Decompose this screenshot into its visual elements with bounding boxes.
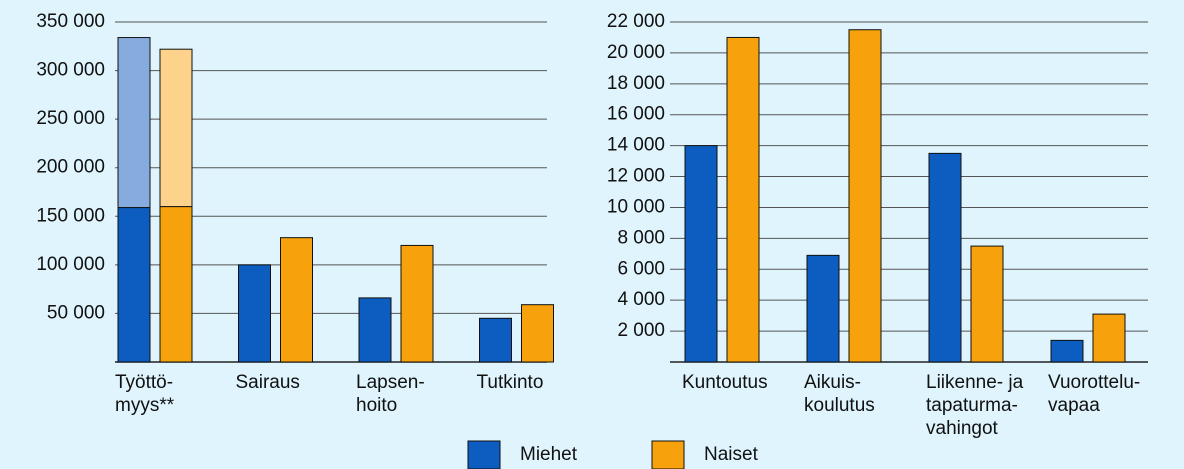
- y-tick-label: 300 000: [36, 60, 105, 81]
- y-tick-label: 200 000: [36, 157, 105, 178]
- y-tick-label: 16 000: [607, 104, 665, 125]
- x-tick-label: Lapsen-: [356, 372, 425, 393]
- x-tick-label: Työttö-: [115, 372, 173, 393]
- y-tick-label: 6 000: [617, 258, 665, 279]
- x-tick-label: Aikuis-: [804, 372, 861, 393]
- x-tick-label: Sairaus: [236, 372, 300, 393]
- y-tick-label: 12 000: [607, 166, 665, 187]
- x-tick-label: koulutus: [804, 395, 875, 416]
- bar: [726, 36, 760, 363]
- x-tick-label: Liikenne- ja: [926, 372, 1024, 393]
- y-tick-label: 20 000: [607, 42, 665, 63]
- y-tick-label: 4 000: [617, 289, 665, 310]
- bar: [848, 29, 882, 363]
- bar-stack: [159, 48, 193, 208]
- x-tick-label: myys**: [115, 395, 175, 416]
- bar: [970, 245, 1004, 363]
- bar: [684, 145, 718, 363]
- bar: [117, 207, 151, 363]
- x-tick-label: tapaturma-: [926, 395, 1018, 416]
- y-tick-label: 250 000: [36, 108, 105, 129]
- bar: [1092, 313, 1126, 363]
- bar: [238, 264, 271, 363]
- bar: [521, 304, 554, 363]
- y-tick-label: 10 000: [607, 196, 665, 217]
- y-tick-label: 100 000: [36, 254, 105, 275]
- bar: [806, 254, 840, 363]
- y-tick-label: 14 000: [607, 135, 665, 156]
- x-tick-label: Vuorottelu-: [1048, 372, 1140, 393]
- legend-swatch: [651, 440, 685, 469]
- bar-stack: [117, 37, 151, 209]
- y-tick-label: 18 000: [607, 73, 665, 94]
- y-tick-label: 2 000: [617, 320, 665, 341]
- bar: [400, 244, 434, 363]
- x-tick-label: vahingot: [926, 418, 999, 439]
- legend-label: Miehet: [520, 444, 578, 465]
- legend-label: Naiset: [704, 444, 759, 465]
- x-tick-label: Kuntoutus: [682, 372, 768, 393]
- x-tick-label: vapaa: [1048, 395, 1100, 416]
- x-tick-label: Tutkinto: [477, 372, 544, 393]
- bar: [928, 152, 962, 363]
- bar: [159, 206, 193, 363]
- bar: [280, 237, 313, 363]
- x-tick-label: hoito: [356, 395, 397, 416]
- y-tick-label: 350 000: [36, 11, 105, 32]
- y-tick-label: 8 000: [617, 227, 665, 248]
- legend-swatch: [467, 440, 501, 469]
- y-tick-label: 50 000: [47, 302, 105, 323]
- y-tick-label: 150 000: [36, 205, 105, 226]
- y-tick-label: 22 000: [607, 11, 665, 32]
- bar: [1050, 339, 1084, 363]
- bar: [358, 297, 392, 363]
- bar: [479, 317, 512, 363]
